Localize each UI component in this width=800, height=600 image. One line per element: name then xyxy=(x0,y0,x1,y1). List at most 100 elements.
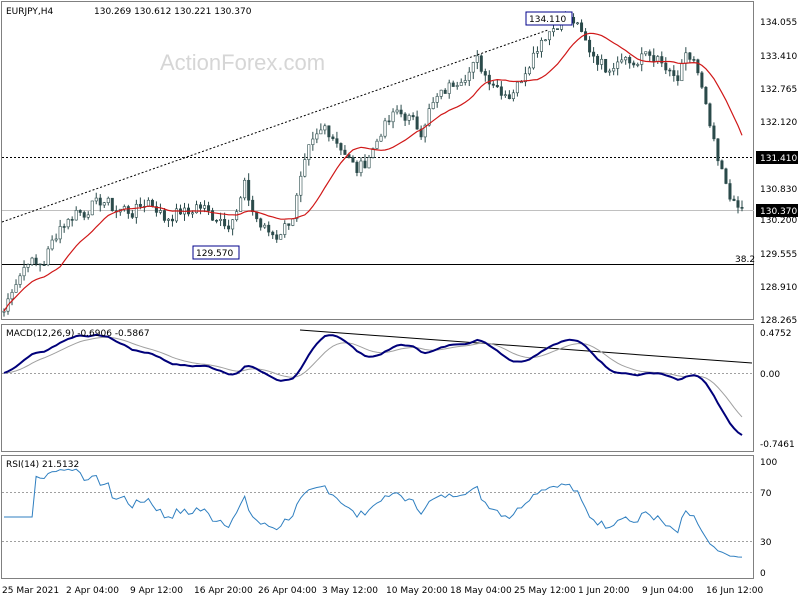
candle-body xyxy=(660,56,664,64)
candle-body xyxy=(551,28,555,33)
candle-body xyxy=(315,133,319,140)
watermark: ActionForex.com xyxy=(160,50,325,75)
candle-body xyxy=(407,115,411,121)
candle-body xyxy=(66,219,70,228)
time-tick-label: 1 Jun 20:00 xyxy=(578,586,630,596)
candle-body xyxy=(555,28,559,30)
candle-body xyxy=(467,71,471,81)
candle-body xyxy=(523,73,527,83)
candle-body xyxy=(387,120,391,123)
candle-body xyxy=(491,83,495,86)
candle-body xyxy=(700,72,704,88)
candle-body xyxy=(471,62,475,73)
candle-body xyxy=(227,225,231,230)
candle-body xyxy=(535,51,539,54)
candle-body xyxy=(191,212,195,215)
candle-body xyxy=(70,219,74,221)
price-tick-label: 132.765 xyxy=(760,85,797,95)
time-tick-label: 16 Apr 20:00 xyxy=(194,586,253,596)
candle-body xyxy=(628,57,632,64)
candle-body xyxy=(439,89,443,97)
candle-body xyxy=(150,199,154,207)
candle-body xyxy=(455,85,459,87)
candle-body xyxy=(211,210,215,221)
macd-tick-label: 0.00 xyxy=(760,370,780,380)
time-tick-label: 25 May 12:00 xyxy=(514,586,576,596)
candle-body xyxy=(307,144,311,160)
candle-body xyxy=(664,62,668,71)
candle-body xyxy=(708,103,712,127)
candle-body xyxy=(34,257,38,265)
candle-body xyxy=(704,86,708,105)
candle-body xyxy=(166,218,170,221)
candle-body xyxy=(311,138,315,145)
candle-body xyxy=(363,160,367,169)
candle-body xyxy=(495,84,499,88)
time-tick-label: 9 Apr 12:00 xyxy=(130,586,183,596)
candle-body xyxy=(608,70,612,73)
candle-body xyxy=(676,75,680,82)
price-tick-label: 132.120 xyxy=(760,118,797,128)
candle-body xyxy=(632,62,636,66)
candle-body xyxy=(22,267,26,277)
candle-body xyxy=(223,219,227,227)
candle-body xyxy=(323,125,327,131)
candle-body xyxy=(46,248,50,266)
candle-body xyxy=(110,197,114,212)
current-price-label: 130.370 xyxy=(760,207,797,217)
time-tick-label: 9 Jun 04:00 xyxy=(642,586,694,596)
macd-panel-frame xyxy=(1,324,754,452)
candle-body xyxy=(50,239,54,250)
candle-body xyxy=(343,149,347,155)
candle-body xyxy=(335,138,339,144)
ohlc-readout: 130.269 130.612 130.221 130.370 xyxy=(94,7,252,17)
candle-body xyxy=(483,71,487,76)
candle-body xyxy=(519,81,523,84)
candle-body xyxy=(612,68,616,72)
candle-body xyxy=(403,113,407,121)
candle-body xyxy=(383,120,387,137)
candle-body xyxy=(78,210,82,213)
price-tick-label: 129.555 xyxy=(760,250,797,260)
level-marker-label: 131.410 xyxy=(760,154,797,164)
candle-body xyxy=(351,157,355,163)
macd-title: MACD(12,26,9) -0.6906 -0.5867 xyxy=(6,329,150,339)
price-title: EURJPY,H4 xyxy=(6,7,54,17)
candle-body xyxy=(275,234,279,240)
candle-body xyxy=(207,205,211,211)
candle-body xyxy=(134,203,138,218)
candle-body xyxy=(443,89,447,94)
candle-body xyxy=(303,159,307,177)
candle-body xyxy=(547,31,551,41)
candle-body xyxy=(203,205,207,209)
candle-body xyxy=(130,213,134,218)
price-tick-label: 128.910 xyxy=(760,283,797,293)
macd-tick-label: 0.4752 xyxy=(760,329,792,339)
rsi-tick-label: 100 xyxy=(760,458,777,468)
candle-body xyxy=(640,53,644,65)
candle-body xyxy=(584,31,588,41)
candle-body xyxy=(327,125,331,138)
candle-body xyxy=(511,92,515,99)
candle-body xyxy=(355,161,359,173)
candle-body xyxy=(447,82,451,94)
candle-body xyxy=(74,210,78,221)
candle-body xyxy=(531,52,535,69)
candle-body xyxy=(106,197,110,204)
price-tick-label: 133.410 xyxy=(760,52,797,62)
candle-body xyxy=(475,55,479,63)
candle-body xyxy=(732,198,736,201)
candle-body xyxy=(668,69,672,72)
candle-body xyxy=(54,238,58,241)
candle-body xyxy=(259,218,263,228)
candle-body xyxy=(247,179,251,201)
price-tick-label: 134.055 xyxy=(760,18,797,28)
candle-body xyxy=(10,292,14,300)
time-tick-label: 2 Apr 04:00 xyxy=(66,586,119,596)
candle-body xyxy=(126,206,130,214)
candle-body xyxy=(391,111,395,123)
price-tick-label: 130.200 xyxy=(760,216,797,226)
candle-body xyxy=(527,67,531,75)
candle-body xyxy=(2,310,6,313)
